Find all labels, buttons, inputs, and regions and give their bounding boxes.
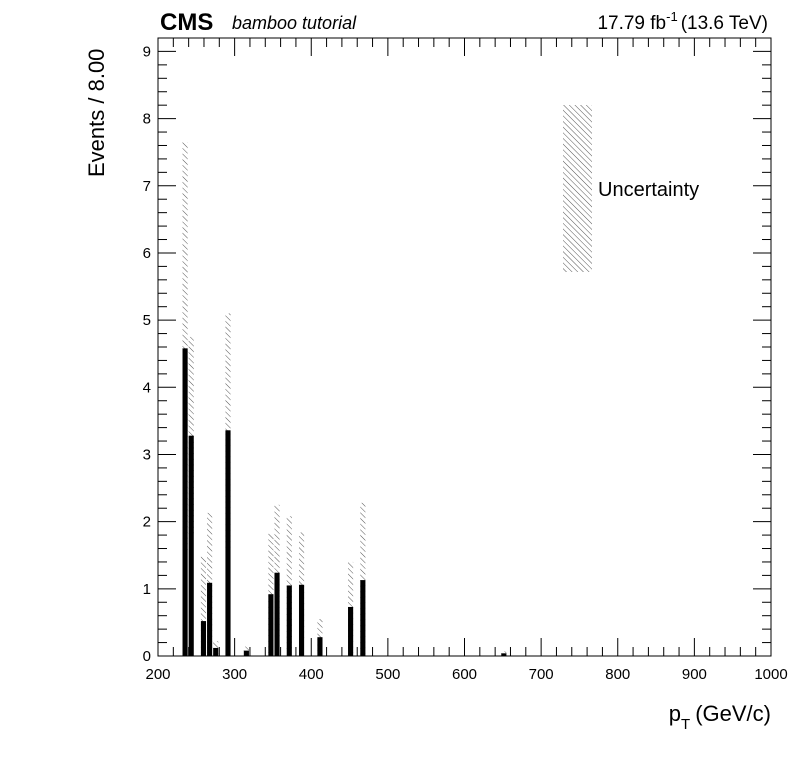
experiment-label: CMS	[160, 9, 213, 36]
x-tick-label-500: 500	[375, 666, 400, 683]
x-tick-label-900: 900	[682, 666, 707, 683]
legend-uncertainty-swatch	[563, 105, 592, 272]
x-axis-title-subscript: T	[681, 716, 690, 733]
uncertainty-band-3	[207, 512, 213, 653]
x-tick-label-400: 400	[299, 666, 324, 683]
x-axis-title-p: p	[669, 701, 681, 726]
x-tick-label-700: 700	[529, 666, 554, 683]
x-tick-label-600: 600	[452, 666, 477, 683]
x-tick-label-300: 300	[222, 666, 247, 683]
histogram-bars	[182, 142, 507, 656]
uncertainty-band-2	[200, 556, 207, 656]
x-tick-label-800: 800	[605, 666, 630, 683]
y-tick-label-3: 3	[143, 446, 151, 463]
histogram-bar-3	[207, 582, 213, 656]
uncertainty-band-13	[360, 502, 366, 656]
x-tick-label-1000: 1000	[754, 666, 787, 683]
histogram-bar-10	[298, 584, 305, 656]
y-tick-label-4: 4	[143, 379, 151, 396]
y-tick-label-5: 5	[143, 312, 151, 329]
histogram-bar-8	[274, 572, 280, 656]
y-tick-label-0: 0	[143, 648, 151, 665]
y-tick-label-1: 1	[143, 581, 151, 598]
x-tick-label-200: 200	[145, 666, 170, 683]
y-tick-label-7: 7	[143, 178, 151, 195]
tutorial-label: bamboo tutorial	[232, 13, 357, 33]
y-tick-labels: 0 1 2 3 4 5 6 7 8 9	[143, 43, 151, 665]
histogram-bar-6	[243, 650, 249, 656]
histogram-bar-7	[268, 594, 274, 656]
plot-frame	[157, 37, 772, 657]
x-tick-labels: 200 300 400 500 600 700 800 900 1000	[145, 666, 787, 683]
histogram-bar-0	[182, 348, 188, 656]
x-axis-title-unit: (GeV/c)	[695, 701, 771, 726]
histogram-bar-2	[200, 621, 207, 656]
histogram-bar-5	[225, 430, 231, 656]
uncertainty-band-8	[274, 504, 280, 640]
y-tick-label-9: 9	[143, 43, 151, 60]
histogram-bar-1	[188, 435, 194, 656]
uncertainty-band-0	[182, 142, 188, 554]
lumi-value: 17.79 fb	[597, 13, 666, 34]
histogram-bar-13	[360, 580, 366, 656]
uncertainty-band-9	[286, 516, 292, 653]
legend-uncertainty-label: Uncertainty	[598, 179, 699, 201]
x-axis-title: pT (GeV/c)	[669, 701, 771, 733]
y-axis-title: Events / 8.00	[84, 49, 109, 177]
axis-ticks	[157, 37, 772, 657]
luminosity-label: 17.79 fb-1 (13.6 TeV)	[597, 9, 768, 34]
histogram-bar-9	[286, 585, 292, 656]
energy-label: (13.6 TeV)	[681, 13, 768, 34]
y-tick-label-2: 2	[143, 514, 151, 531]
histogram-bar-11	[317, 637, 323, 656]
histogram-bar-12	[348, 606, 354, 656]
y-tick-label-6: 6	[143, 245, 151, 262]
lumi-exponent: -1	[666, 9, 678, 24]
y-tick-label-8: 8	[143, 111, 151, 128]
histogram-bar-4	[213, 647, 219, 656]
histogram-bar-14	[501, 653, 507, 656]
